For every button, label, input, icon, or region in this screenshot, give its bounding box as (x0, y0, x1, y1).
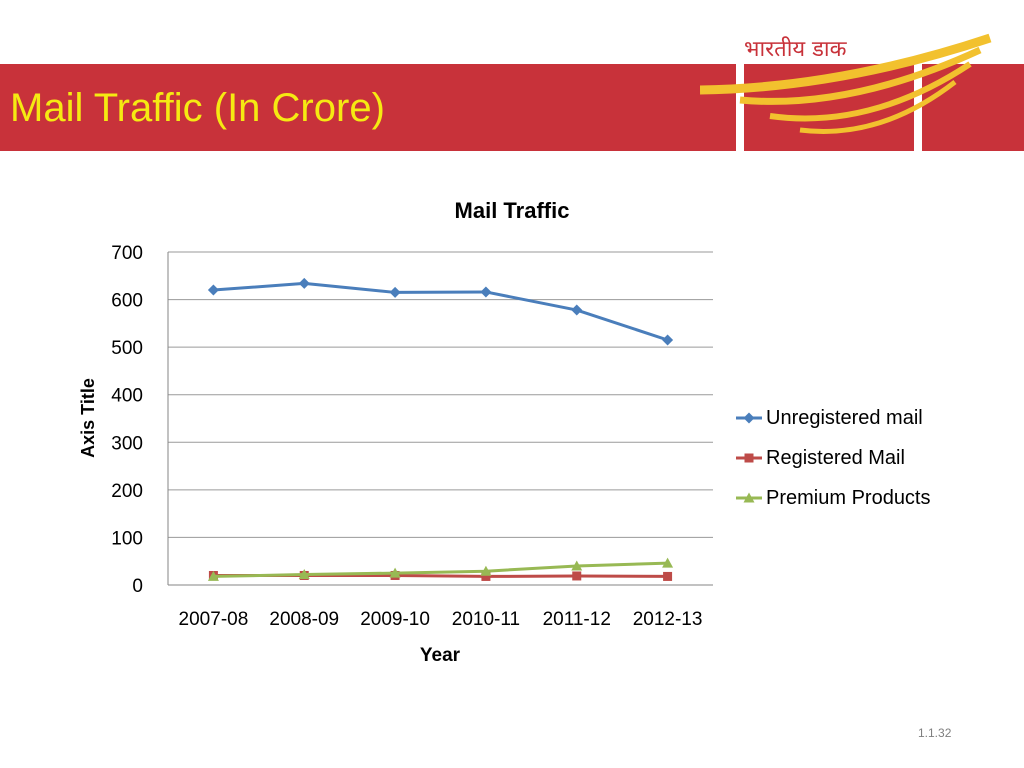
data-point (298, 277, 310, 289)
data-point (572, 571, 582, 581)
data-point (389, 286, 401, 298)
legend-marker (743, 492, 755, 503)
india-post-logo: भारतीय डाक (700, 33, 992, 152)
series-line (213, 561, 668, 578)
x-tick-label: 2007-08 (179, 609, 249, 630)
legend-item: Registered Mail (736, 447, 905, 469)
data-point (207, 284, 219, 296)
series-premium-products (207, 557, 674, 581)
page-number: 1.1.32 (918, 726, 952, 740)
slide-title: Mail Traffic (In Crore) (10, 86, 385, 130)
x-tick-label: 2012-13 (633, 609, 703, 630)
y-tick-label: 400 (111, 386, 143, 407)
data-point (663, 571, 673, 581)
y-tick-label: 200 (111, 481, 143, 502)
legend-item: Unregistered mail (736, 407, 923, 429)
series-line (213, 281, 669, 342)
data-point (571, 560, 583, 571)
data-point (480, 565, 492, 576)
data-point (662, 557, 674, 568)
data-point (298, 569, 310, 580)
x-tick-label: 2008-09 (269, 609, 339, 630)
y-tick-label: 300 (111, 433, 143, 454)
logo-text: भारतीय डाक (744, 36, 848, 62)
data-point (480, 286, 492, 298)
data-point (481, 571, 491, 581)
data-point (389, 567, 401, 578)
data-point (207, 570, 219, 581)
y-axis-title: Axis Title (78, 378, 98, 458)
y-tick-label: 0 (132, 576, 143, 597)
legend-label: Unregistered mail (766, 407, 923, 429)
x-tick-label: 2010-11 (452, 609, 520, 630)
legend-label: Premium Products (766, 487, 931, 509)
y-tick-label: 100 (111, 528, 143, 549)
y-tick-label: 500 (111, 338, 143, 359)
y-tick-label: 700 (111, 243, 143, 264)
chart-title: Mail Traffic (455, 198, 570, 223)
y-tick-label: 600 (111, 291, 143, 312)
data-point (662, 334, 674, 346)
x-tick-label: 2011-12 (543, 609, 611, 630)
legend-item: Premium Products (736, 487, 931, 509)
data-point (571, 304, 583, 316)
legend-marker (744, 453, 754, 463)
x-tick-label: 2009-10 (360, 609, 430, 630)
series-unregistered-mail (207, 277, 674, 346)
x-axis-title: Year (420, 645, 461, 666)
legend-label: Registered Mail (766, 447, 905, 469)
legend-marker (743, 412, 755, 424)
